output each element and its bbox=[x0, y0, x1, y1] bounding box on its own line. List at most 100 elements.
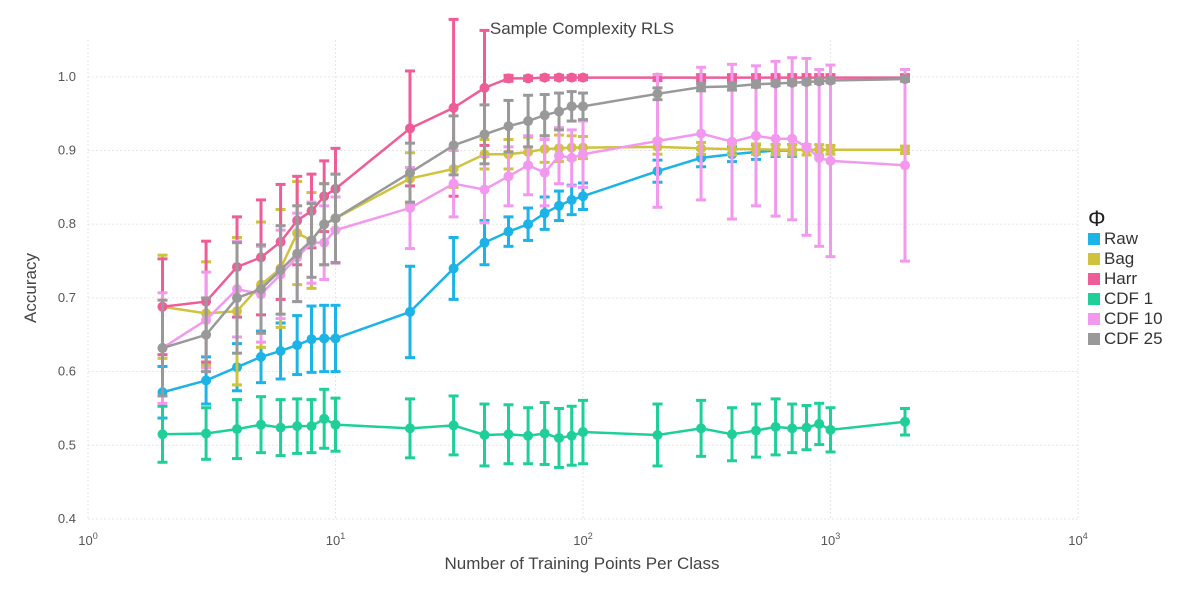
data-point bbox=[157, 429, 168, 440]
data-point bbox=[554, 150, 565, 161]
legend-swatch bbox=[1088, 233, 1100, 245]
legend-title: Φ bbox=[1088, 206, 1106, 231]
data-point bbox=[479, 82, 490, 93]
data-point bbox=[448, 102, 459, 113]
y-tick-label: 0.4 bbox=[58, 511, 76, 526]
data-point bbox=[306, 334, 317, 345]
data-point bbox=[825, 75, 836, 86]
data-point bbox=[566, 101, 577, 112]
data-point bbox=[566, 430, 577, 441]
data-point bbox=[503, 121, 514, 132]
series-cdf-10 bbox=[157, 56, 911, 405]
data-point bbox=[900, 74, 911, 85]
data-point bbox=[255, 351, 266, 362]
x-tick-label: 104 bbox=[1068, 531, 1087, 548]
data-point bbox=[825, 155, 836, 166]
data-point bbox=[652, 88, 663, 99]
series-layer bbox=[157, 17, 911, 469]
data-point bbox=[292, 340, 303, 351]
series-bag bbox=[157, 133, 911, 387]
data-point bbox=[566, 194, 577, 205]
data-point bbox=[275, 345, 286, 356]
data-point bbox=[448, 263, 459, 274]
legend-label: Bag bbox=[1104, 249, 1134, 268]
data-point bbox=[448, 140, 459, 151]
data-point bbox=[696, 82, 707, 93]
data-point bbox=[696, 128, 707, 139]
legend-label: Harr bbox=[1104, 269, 1137, 288]
data-point bbox=[787, 133, 798, 144]
x-tick-label: 102 bbox=[573, 531, 592, 548]
data-point bbox=[578, 427, 588, 438]
data-point bbox=[405, 123, 416, 134]
y-tick-label: 0.6 bbox=[58, 364, 76, 379]
data-point bbox=[503, 429, 514, 440]
data-point bbox=[255, 284, 266, 295]
legend-swatch bbox=[1088, 313, 1100, 325]
legend-label: CDF 25 bbox=[1104, 329, 1163, 348]
y-tick-label: 1.0 bbox=[58, 69, 76, 84]
data-point bbox=[306, 421, 317, 432]
data-point bbox=[787, 423, 798, 434]
data-point bbox=[523, 116, 534, 127]
data-point bbox=[405, 167, 416, 178]
legend-label: CDF 10 bbox=[1104, 309, 1163, 328]
data-point bbox=[770, 78, 781, 89]
data-point bbox=[292, 248, 303, 259]
data-point bbox=[479, 184, 490, 195]
data-point bbox=[330, 333, 341, 344]
data-point bbox=[801, 77, 812, 88]
data-point bbox=[652, 429, 663, 440]
data-point bbox=[578, 149, 588, 160]
data-point bbox=[750, 425, 761, 436]
data-point bbox=[750, 79, 761, 90]
legend-label: Raw bbox=[1104, 229, 1139, 248]
data-point bbox=[306, 235, 317, 246]
legend-swatch bbox=[1088, 253, 1100, 265]
data-point bbox=[578, 72, 588, 83]
data-point bbox=[770, 133, 781, 144]
series-cdf-1 bbox=[157, 387, 911, 469]
data-point bbox=[319, 333, 330, 344]
data-point bbox=[554, 72, 565, 83]
data-point bbox=[727, 429, 738, 440]
grid bbox=[87, 40, 1079, 520]
data-point bbox=[448, 420, 459, 431]
data-point bbox=[814, 152, 825, 163]
data-point bbox=[825, 424, 836, 435]
series-line bbox=[162, 417, 906, 440]
chart-title: Sample Complexity RLS bbox=[490, 19, 674, 38]
data-point bbox=[578, 191, 588, 202]
y-tick-label: 0.9 bbox=[58, 143, 76, 158]
data-point bbox=[696, 423, 707, 434]
x-tick-label: 100 bbox=[78, 531, 97, 548]
data-point bbox=[801, 141, 812, 152]
series-line bbox=[161, 132, 906, 350]
y-tick-label: 0.7 bbox=[58, 290, 76, 305]
data-point bbox=[330, 419, 341, 430]
data-point bbox=[523, 73, 534, 84]
data-point bbox=[503, 73, 514, 84]
data-point bbox=[255, 419, 266, 430]
data-point bbox=[900, 160, 911, 171]
data-point bbox=[275, 264, 286, 275]
data-point bbox=[405, 306, 416, 317]
data-point bbox=[539, 72, 550, 83]
data-point bbox=[201, 428, 212, 439]
data-point bbox=[503, 226, 514, 237]
axes: 0.4 0.5 0.6 0.7 0.8 0.9 1.0 100 101 102 103 104 bbox=[58, 69, 1088, 548]
x-tick-label: 103 bbox=[821, 531, 840, 548]
legend-swatch bbox=[1088, 293, 1100, 305]
data-point bbox=[814, 76, 825, 87]
data-point bbox=[814, 418, 825, 429]
legend-swatch bbox=[1088, 333, 1100, 345]
data-point bbox=[448, 178, 459, 189]
data-point bbox=[319, 413, 330, 424]
data-point bbox=[652, 135, 663, 146]
data-point bbox=[330, 213, 341, 224]
data-point bbox=[554, 432, 565, 443]
series-harr bbox=[157, 17, 911, 364]
data-point bbox=[566, 72, 577, 83]
